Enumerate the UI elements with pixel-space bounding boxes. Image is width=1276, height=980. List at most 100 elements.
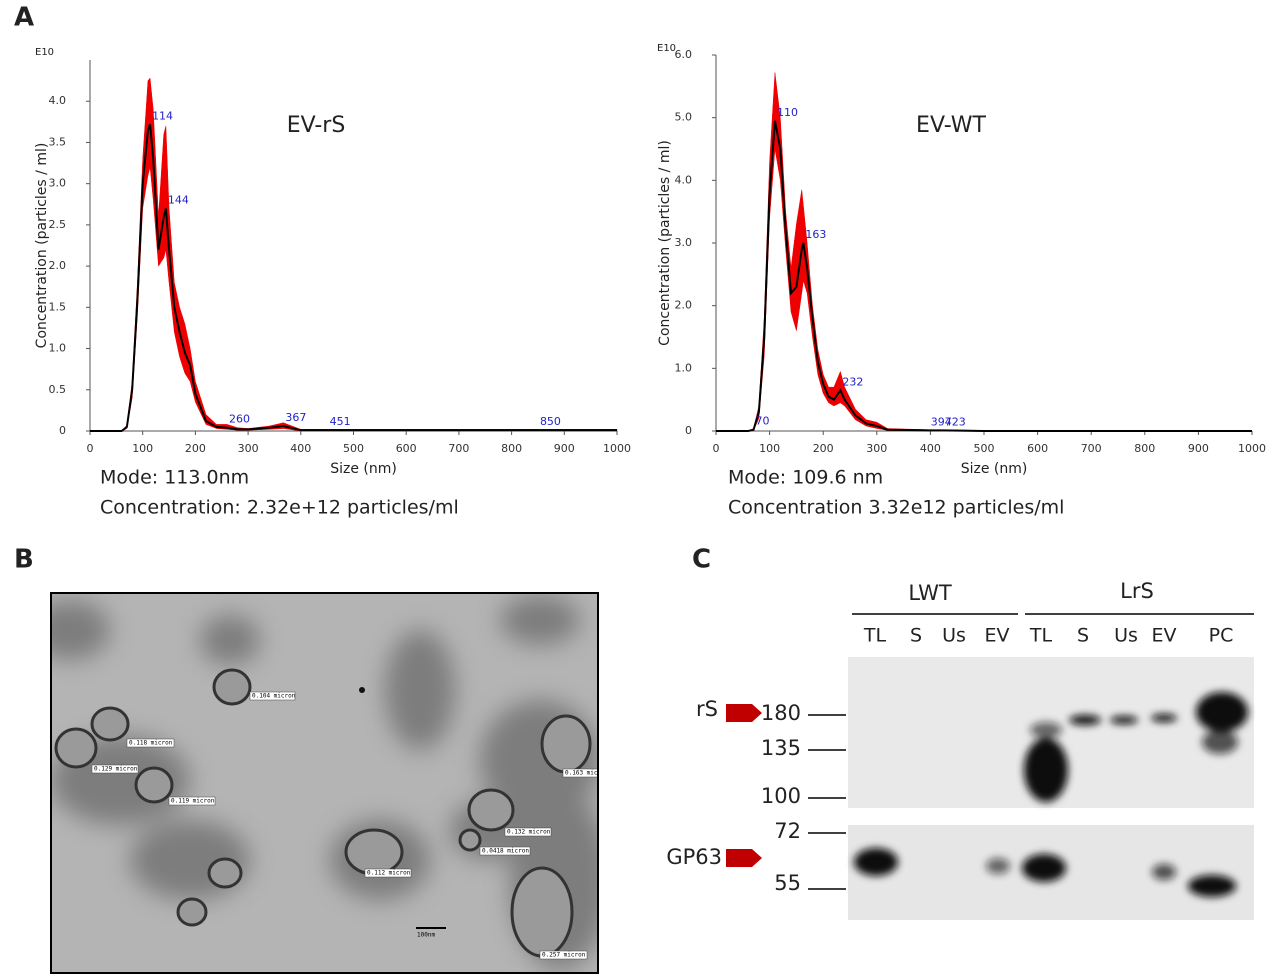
x-tick-label: 100 (759, 442, 780, 455)
protein-label: rS (696, 697, 718, 721)
lane-label: Us (942, 625, 966, 647)
y-tick-label: 0.5 (49, 383, 67, 396)
peak-label: 423 (945, 415, 966, 428)
x-axis-label: Size (nm) (961, 461, 1028, 477)
x-axis-label: Size (nm) (330, 461, 397, 477)
y-tick-label: 3.0 (675, 236, 693, 249)
western-blot: LWT LrS TL S Us EV TL S Us EV PC 180 135… (666, 579, 1254, 920)
x-tick-label: 0 (713, 442, 720, 455)
x-tick-label: 800 (501, 442, 522, 455)
peak-label: 850 (540, 415, 561, 428)
note: Mode: 113.0nm (100, 467, 249, 489)
x-tick-label: 900 (554, 442, 575, 455)
lane-label: S (910, 625, 922, 647)
group-label: LrS (1120, 579, 1154, 603)
y-tick-label: 4.0 (49, 94, 67, 107)
lane-label: EV (984, 625, 1009, 647)
panel-letter: B (14, 545, 34, 575)
x-tick-label: 300 (238, 442, 259, 455)
measurement-label: 0.257 micron (542, 952, 586, 959)
x-tick-label: 100 (132, 442, 153, 455)
peak-label: 110 (777, 106, 798, 119)
measurement-label: 0.129 micron (94, 766, 138, 773)
y-tick-label: 4.0 (675, 173, 693, 186)
note: Concentration 3.32e12 particles/ml (728, 497, 1064, 519)
y-tick-label: 0 (59, 424, 66, 437)
panel-letter: C (692, 545, 711, 575)
peak-label: 114 (152, 109, 173, 122)
protein-label: GP63 (666, 845, 722, 869)
x-tick-label: 500 (974, 442, 995, 455)
arrow (726, 704, 762, 722)
peak-label: 70 (756, 415, 770, 428)
lane-label: TL (1029, 625, 1053, 647)
peak-label: 260 (229, 413, 250, 426)
lane-label: S (1077, 625, 1089, 647)
y-tick-label: 2.5 (49, 218, 67, 231)
peak-label: 451 (330, 415, 351, 428)
group-label: LWT (908, 581, 952, 605)
x-tick-label: 300 (866, 442, 887, 455)
micrograph: 0.104 micron 0.118 micron 0.129 micron 0… (50, 592, 599, 974)
error-band (716, 72, 1252, 432)
y-tick-label: 6.0 (675, 48, 693, 61)
x-tick-label: 500 (343, 442, 364, 455)
y-tick-label: 1.0 (49, 342, 67, 355)
x-tick-label: 0 (87, 442, 94, 455)
x-tick-label: 1000 (603, 442, 631, 455)
y-tick-label: 0 (685, 424, 692, 437)
mean-line (716, 120, 1252, 432)
y-axis-label: Concentration (particles / ml) (34, 143, 50, 349)
lane-label: PC (1209, 625, 1234, 647)
note: Mode: 109.6 nm (728, 467, 883, 489)
lane-label: EV (1151, 625, 1176, 647)
marker-label: 72 (774, 819, 801, 843)
scale-bar-label: 100nm (417, 932, 435, 939)
lane-label: TL (863, 625, 887, 647)
x-tick-label: 700 (1081, 442, 1102, 455)
y-tick-label: 5.0 (675, 111, 693, 124)
x-tick-label: 800 (1134, 442, 1155, 455)
peak-label: 144 (168, 193, 189, 206)
marker-label: 135 (761, 736, 801, 760)
mean-line (90, 123, 617, 432)
x-tick-label: 400 (920, 442, 941, 455)
y-multiplier: E10 (657, 43, 676, 54)
peak-label: 397 (931, 415, 952, 428)
y-tick-label: 2.0 (675, 299, 693, 312)
x-tick-label: 200 (185, 442, 206, 455)
measurement-label: 0.104 micron (252, 693, 296, 700)
marker-label: 180 (761, 701, 801, 725)
measurement-label: 0.118 micron (129, 740, 173, 747)
y-tick-label: 3.0 (49, 177, 67, 190)
chart-title: EV-WT (916, 113, 986, 138)
x-tick-label: 600 (1027, 442, 1048, 455)
y-tick-label: 3.5 (49, 135, 67, 148)
y-tick-label: 1.5 (49, 300, 67, 313)
y-tick-label: 2.0 (49, 259, 67, 272)
measurement-label: 0.0418 micron (482, 848, 529, 855)
peak-label: 367 (285, 411, 306, 424)
lane-label: Us (1114, 625, 1138, 647)
x-tick-label: 1000 (1238, 442, 1266, 455)
y-multiplier: E10 (35, 47, 54, 58)
note: Concentration: 2.32e+12 particles/ml (100, 497, 459, 519)
measurement-label: 0.119 micron (171, 798, 215, 805)
measurement-label: 0.163 mic (565, 770, 598, 777)
x-tick-label: 900 (1188, 442, 1209, 455)
panel-letter: A (14, 3, 34, 33)
marker-label: 55 (774, 871, 801, 895)
x-tick-label: 400 (290, 442, 311, 455)
arrow (726, 849, 762, 867)
marker-label: 100 (761, 784, 801, 808)
chart-title: EV-rS (287, 113, 346, 138)
y-tick-label: 1.0 (675, 361, 693, 374)
peak-label: 163 (805, 228, 826, 241)
measurement-label: 0.112 micron (367, 870, 411, 877)
peak-label: 232 (842, 375, 863, 388)
y-axis-label: Concentration (particles / ml) (657, 140, 673, 346)
measurement-label: 0.132 micron (507, 829, 551, 836)
x-tick-label: 200 (813, 442, 834, 455)
x-tick-label: 700 (448, 442, 469, 455)
